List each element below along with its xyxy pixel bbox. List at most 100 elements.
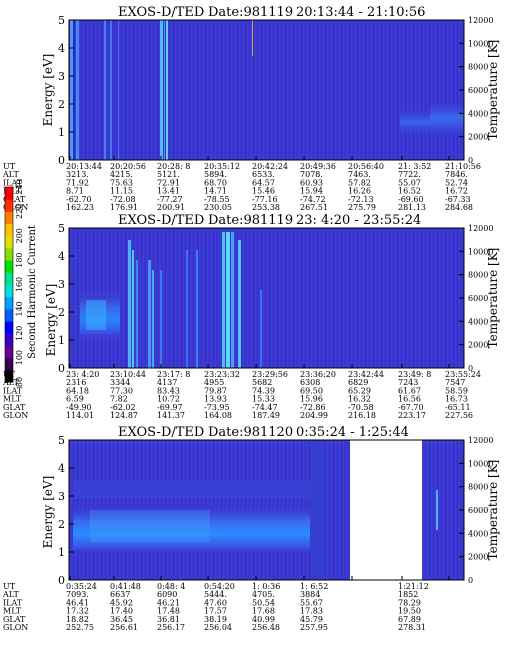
panel-1-table-cell: 68.70 [204,178,227,187]
panel-2-table-cell: 79.87 [204,386,227,395]
colorbar-cell [5,333,13,346]
colorbar-tick-label: 240 [15,179,24,194]
panel-3-table-cell: 78.29 [398,598,421,607]
panel-2-features [80,232,262,368]
panel-3-rtick-label: 0 [468,576,473,585]
panel-2-table-cell: -70.58 [348,403,374,412]
panel-3-table-cell: 45.79 [300,615,323,624]
panel-3-table-cell: 4705. [252,590,275,599]
panel-1-table-cell: 21:10:56 [445,162,481,171]
panel-2-table-cell: 77.30 [110,386,133,395]
panel-1-time-range: 20:13:44 - 21:10:56 [296,5,425,20]
panel-2-rtick-label: 2000 [468,341,488,350]
panel-2-ytick-label: 2 [58,306,65,319]
panel-1-row-label: GLAT [3,195,26,204]
panel-3-features [73,440,438,580]
panel-2-table-cell: -49.90 [66,403,92,412]
panel-3-row-label: ILAT [3,598,23,607]
panel-1-table-cell: 57.82 [348,178,371,187]
panel-1-table-cell: 20:13:44 [66,162,102,171]
panel-1-table-cell: 230.05 [204,203,232,212]
panel-3-table-cell: 5444. [204,590,227,599]
panel-2-table-cell: 23:23:32 [204,370,240,379]
panel-2: EXOS-D/TED Date:981119 23: 4:20 - 23:55:… [2,213,500,420]
panel-1-table-cell: -69.60 [398,195,424,204]
panel-2-table-cell: -62.02 [110,403,136,412]
panel-3-row-label: UT [3,582,16,591]
panel-2-table-cell: 61.67 [398,386,421,395]
panel-2-table-cell: 114.01 [66,411,94,420]
panel-2-table-cell: -74.47 [252,403,278,412]
panel-2-table-cell: 23:10:44 [110,370,146,379]
panel-3-table-cell: 46.41 [66,598,89,607]
colorbar-label: Second Harmonic Current [27,225,38,359]
panel-1-table-cell: 3213. [66,170,89,179]
panel-1-rtick-label: 0 [468,156,473,165]
panel-2-rtick-label: 10000 [468,247,493,256]
panel-1-table-cell: 253.38 [252,203,280,212]
panel-3-title: EXOS-D/TED [118,425,204,440]
panel-2-table-cell: 23:42:44 [348,370,384,379]
panel-3-table-cell: 17.57 [204,607,227,616]
panel-2-table-cell: 65.29 [348,386,371,395]
panel-3-table-cell: 17.68 [252,607,275,616]
panel-3-time-range: 0:35:24 - 1:25:44 [296,425,409,440]
panel-2-table-cell: 4137 [157,378,177,387]
panel-2-time-range: 23: 4:20 - 23:55:24 [296,213,421,228]
panel-3-row-label: GLON [3,623,28,632]
colorbar-cell [5,260,13,273]
panel-2-table-cell: 23:36:20 [300,370,336,379]
panel-1-row-label: ALT [2,170,19,179]
panel-2-row-label: ALT [2,378,19,387]
panel-2-table-cell: 216.18 [348,411,376,420]
panel-1-table-cell: 275.79 [348,203,376,212]
panel-1-table-cell: 13.41 [157,187,180,196]
panel-1-table-cell: 8.71 [66,187,84,196]
panel-3-table-cell: 1: 6:52 [300,582,328,591]
panel-1-table-cell: 6533. [252,170,275,179]
panel-2-table-cell: 15.96 [300,395,323,404]
panel-2-table-cell: 223.17 [398,411,426,420]
panel-2-table-cell: 13.93 [204,395,227,404]
panel-2-table-cell: 23:29:56 [252,370,288,379]
panel-3-ylabel: Energy [eV] [41,476,55,549]
panel-1-rtick-label: 6000 [468,86,488,95]
colorbar-tick-label: 120 [15,326,24,341]
panel-3-rtick-label: 10000 [468,459,493,468]
panel-2-table-cell: -73.95 [204,403,230,412]
colorbar-tick-label: 160 [15,277,24,292]
panel-1-rtick-label: 12000 [468,16,493,25]
colorbar-tick-label: 200 [15,228,24,243]
panel-2-table-cell: 4955 [204,378,224,387]
panel-1-table-cell: 55.07 [398,178,421,187]
colorbar-cell [5,199,13,212]
colorbar: 80 100 120 140 160 180 200 220 240 Second Harmon… [4,179,38,387]
panel-2-ytick-label: 5 [58,222,65,235]
panel-2-ytick-label: 1 [58,334,65,347]
panel-1-table-cell: 15.46 [252,187,275,196]
panel-1-table-cell: 4215. [110,170,133,179]
panel-3: EXOS-D/TED Date:981120 0:35:24 - 1:25:44… [2,425,500,632]
panel-3-row-label: GLAT [3,615,26,624]
panel-3-table-cell: 0:54:20 [204,582,235,591]
panel-2-table-cell: 7547 [445,378,465,387]
panel-3-table-cell: 6637 [110,590,130,599]
colorbar-cell [5,284,13,298]
panel-3-table-cell: 1852 [398,590,418,599]
panel-2-right-label: Temperature [K] [486,248,500,349]
panel-2-table-cell: 2316 [66,378,86,387]
panel-2-ytick-label: 0 [58,362,65,375]
panel-1-row-label: GLON [3,203,28,212]
panel-1-table-cell: 21: 3:52 [398,162,431,171]
panel-2-table-cell: 7.82 [110,395,128,404]
panel-2-ytick-label: 4 [58,250,65,263]
panel-3-table-cell: 278.31 [398,623,426,632]
panel-1-table-cell: 60.93 [300,178,323,187]
panel-1-table-cell: 284.68 [445,203,473,212]
panel-1-table-cell: 11.15 [110,187,133,196]
panel-1-table-cell: 5894. [204,170,227,179]
panel-2-table-cell: 227.56 [445,411,473,420]
panel-3-row-label: ALT [2,590,19,599]
panel-2-row-label: GLAT [3,403,26,412]
panel-3-table-cell: 50.54 [252,598,275,607]
